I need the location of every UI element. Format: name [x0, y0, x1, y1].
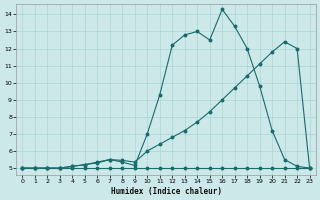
- X-axis label: Humidex (Indice chaleur): Humidex (Indice chaleur): [110, 187, 221, 196]
